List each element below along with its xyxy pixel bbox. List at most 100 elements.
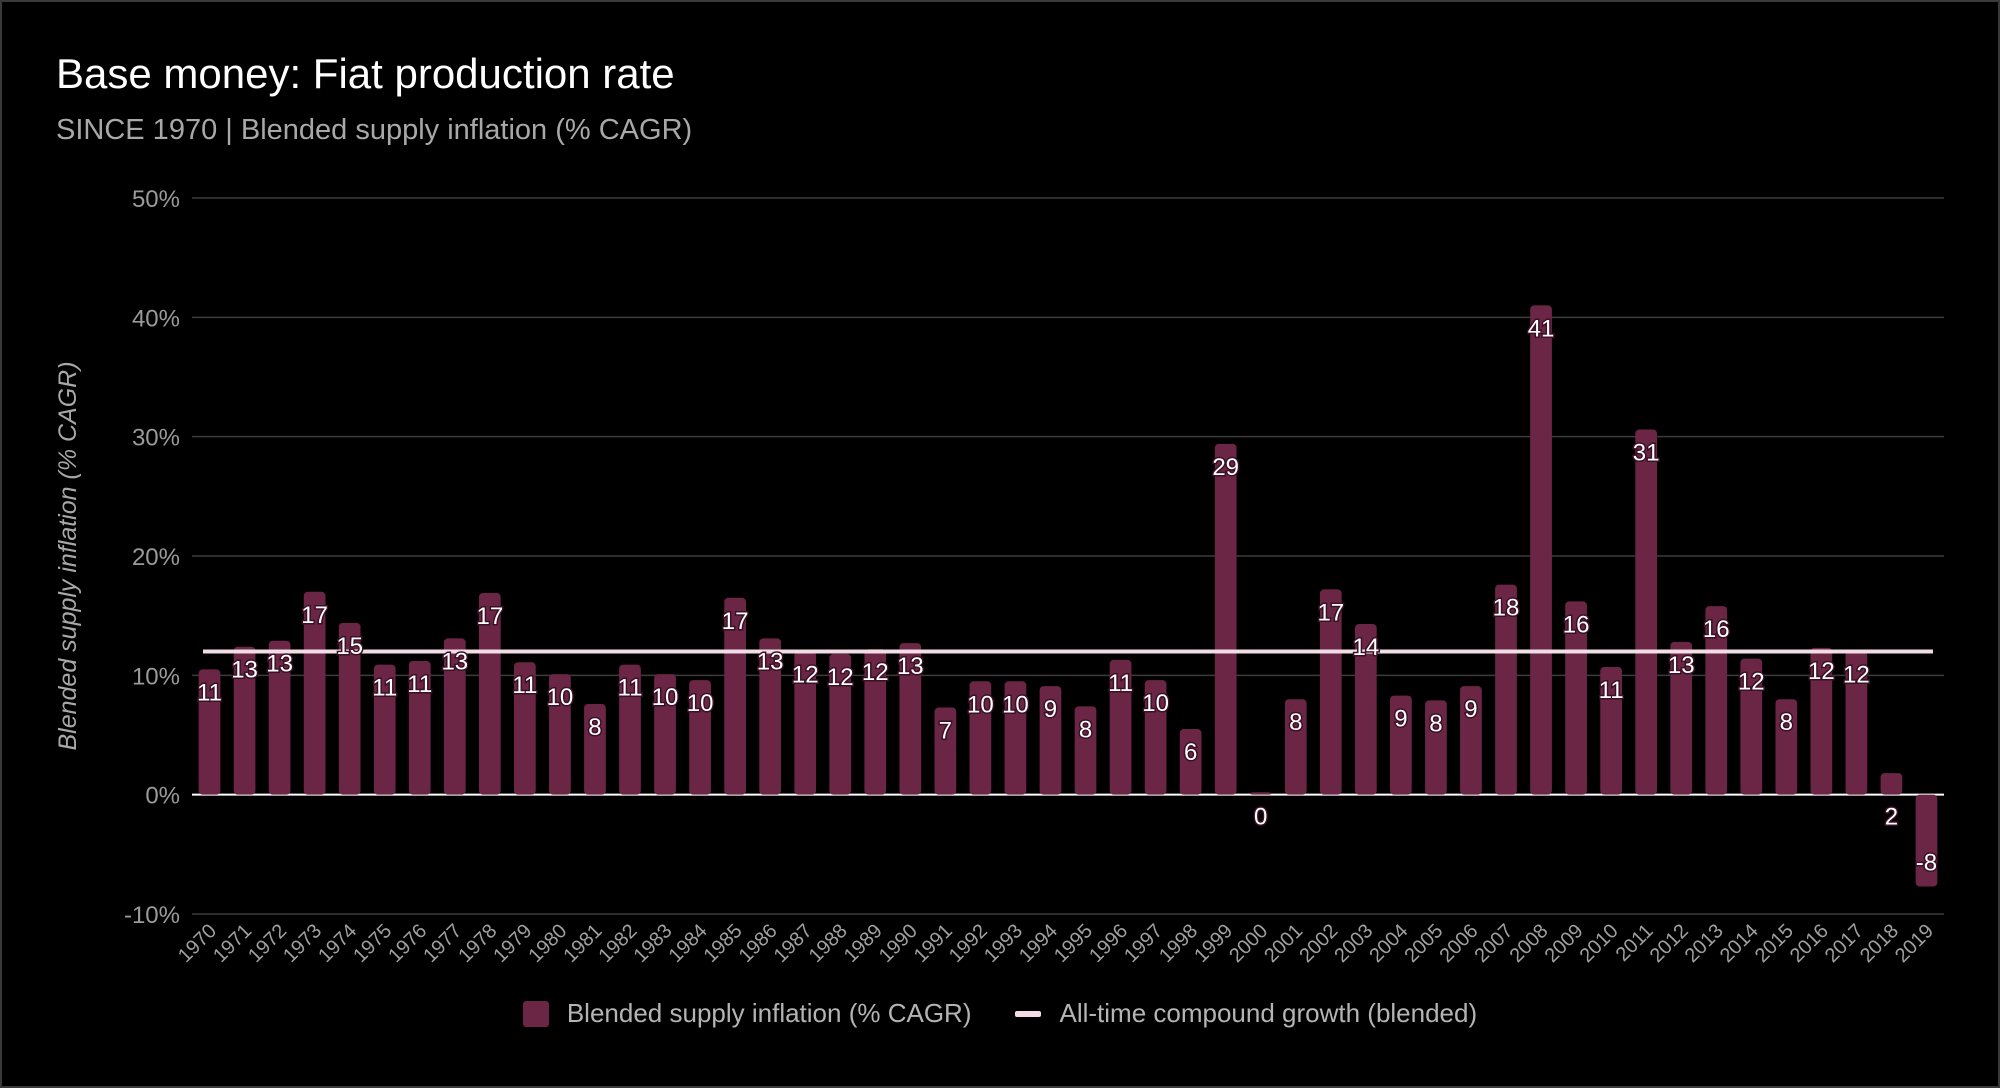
bar <box>1880 773 1903 795</box>
data-label: 17 <box>476 603 503 630</box>
bar <box>1249 792 1272 795</box>
bar <box>233 646 256 795</box>
bar <box>899 643 922 795</box>
x-tick-label: 2016 <box>1786 920 1833 967</box>
bar <box>443 638 466 795</box>
x-tick-label: 1984 <box>665 920 712 967</box>
x-tick-label: 1986 <box>735 920 782 967</box>
y-tick-label: 10% <box>132 663 180 690</box>
data-label: 12 <box>1843 661 1870 688</box>
legend-item-bar: Blended supply inflation (% CAGR) <box>522 998 972 1029</box>
x-tick-label: 2014 <box>1716 920 1763 967</box>
bar <box>1495 584 1517 795</box>
data-label: 10 <box>967 691 994 718</box>
bar <box>829 653 852 795</box>
data-label: 13 <box>897 653 924 680</box>
data-label: 8 <box>588 714 601 741</box>
data-label: 8 <box>1079 716 1092 743</box>
bar <box>1074 706 1097 795</box>
data-label: 12 <box>827 664 854 691</box>
bar <box>373 664 396 795</box>
chart-subtitle: SINCE 1970 | Blended supply inflation (%… <box>56 114 693 146</box>
legend-label-line: All-time compound growth (blended) <box>1059 998 1478 1028</box>
data-label: 13 <box>1668 652 1695 679</box>
data-label: 11 <box>512 672 537 699</box>
data-label: 16 <box>1563 611 1590 638</box>
data-label: 10 <box>687 690 714 717</box>
y-axis-label: Blended supply inflation (% CAGR) <box>54 361 82 750</box>
bar <box>759 638 782 795</box>
data-label: 12 <box>792 661 819 688</box>
bar <box>654 674 676 795</box>
bar <box>1600 666 1622 795</box>
data-label: 13 <box>757 648 784 675</box>
x-tick-label: 2013 <box>1681 920 1728 967</box>
bar <box>1425 700 1447 795</box>
bar <box>1845 651 1868 795</box>
bar <box>724 597 746 795</box>
x-tick-label: 1978 <box>454 920 501 967</box>
data-label: 10 <box>547 684 574 711</box>
x-tick-label: 2012 <box>1646 920 1693 967</box>
data-label: 13 <box>231 657 258 684</box>
x-tick-label: 2015 <box>1751 920 1798 967</box>
x-tick-label: 1979 <box>489 920 536 967</box>
bar <box>1354 624 1377 795</box>
bar <box>1775 699 1798 795</box>
x-tick-label: 2009 <box>1541 920 1588 967</box>
bar <box>969 681 992 795</box>
data-label: 9 <box>1044 696 1057 723</box>
x-tick-label: 1974 <box>314 920 361 967</box>
bar <box>584 703 606 795</box>
data-label: 10 <box>1142 690 1169 717</box>
data-label: 16 <box>1703 616 1730 643</box>
x-tick-label: 1994 <box>1015 920 1062 967</box>
bar <box>549 674 571 795</box>
x-tick-label: 2018 <box>1856 920 1903 967</box>
data-label: 8 <box>1429 710 1442 737</box>
data-label: 12 <box>862 659 889 686</box>
bar <box>303 591 326 795</box>
bar <box>268 640 291 795</box>
bar <box>1670 641 1693 795</box>
bar <box>794 651 817 795</box>
legend-item-line: All-time compound growth (blended) <box>1015 998 1477 1029</box>
x-tick-label: 1987 <box>770 920 817 967</box>
legend-label-bar: Blended supply inflation (% CAGR) <box>566 998 972 1028</box>
x-tick-label: 2004 <box>1365 920 1412 967</box>
data-label: 11 <box>1108 670 1133 697</box>
bar <box>338 622 361 795</box>
data-label: 11 <box>407 671 432 698</box>
x-tick-label: 1985 <box>700 920 747 967</box>
y-tick-label: 0% <box>145 783 180 810</box>
x-tick-label: 1980 <box>524 920 571 967</box>
y-tick-label: 40% <box>132 305 180 332</box>
data-label: 13 <box>266 651 293 678</box>
y-tick-label: -10% <box>124 902 180 929</box>
bar <box>1214 443 1237 795</box>
x-tick-label: 1996 <box>1085 920 1132 967</box>
data-label: 13 <box>441 648 468 675</box>
data-label: 15 <box>336 633 363 660</box>
x-tick-label: 2019 <box>1891 920 1938 967</box>
x-tick-label: 1970 <box>174 920 221 967</box>
data-label: 8 <box>1780 709 1793 736</box>
x-tick-label: 1988 <box>805 920 852 967</box>
data-label: 9 <box>1464 696 1477 723</box>
x-tick-label: 2002 <box>1295 920 1342 967</box>
bar <box>1284 699 1307 795</box>
x-tick-label: 2003 <box>1330 920 1377 967</box>
data-label: 11 <box>372 675 397 702</box>
x-tick-label: 2007 <box>1471 920 1518 967</box>
x-tick-label: 1992 <box>945 920 992 967</box>
legend-swatch-line <box>1015 1010 1042 1017</box>
x-tick-label: 1971 <box>209 920 256 967</box>
data-label: 6 <box>1184 739 1197 766</box>
bar <box>1144 680 1167 795</box>
y-tick-label: 50% <box>132 186 180 213</box>
data-label: -8 <box>1916 850 1937 877</box>
data-label: 2 <box>1885 804 1898 831</box>
bar <box>1004 681 1027 795</box>
bar <box>1915 794 1938 887</box>
